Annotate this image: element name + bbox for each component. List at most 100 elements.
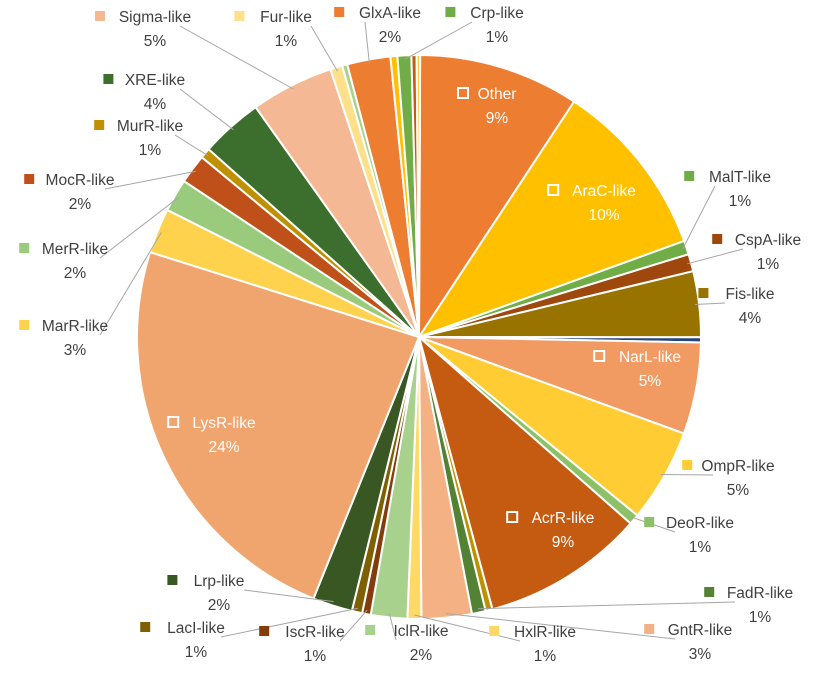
legend-key-narl-like bbox=[593, 350, 606, 362]
leader-line-iscr-like bbox=[339, 609, 368, 642]
label-lrp-like: Lrp-like 2% bbox=[167, 573, 244, 614]
label-name-deor-like: DeoR-like bbox=[666, 515, 734, 532]
legend-key-cspa-like bbox=[712, 234, 723, 244]
label-pct-other: 9% bbox=[486, 110, 509, 127]
label-merr-like: MerR-like 2% bbox=[19, 241, 108, 282]
label-pct-iclr-like: 2% bbox=[410, 647, 433, 664]
label-pct-lysr-like: 24% bbox=[208, 439, 239, 456]
legend-key-marr-like bbox=[19, 320, 30, 330]
label-pct-fadr-like: 1% bbox=[749, 609, 772, 626]
label-lysr-like: LysR-like 24% bbox=[167, 415, 256, 456]
label-name-other: Other bbox=[478, 86, 517, 103]
label-fadr-like: FadR-like 1% bbox=[704, 585, 793, 626]
label-name-gntr-like: GntR-like bbox=[668, 622, 733, 639]
label-acrr-like: AcrR-like 9% bbox=[506, 510, 595, 551]
leader-line-merr-like bbox=[99, 196, 180, 259]
legend-key-fur-like bbox=[234, 11, 245, 21]
label-sigma-like: Sigma-like 5% bbox=[95, 9, 191, 50]
legend-key-glxa-like bbox=[334, 7, 345, 17]
legend-key-fadr-like bbox=[704, 587, 715, 597]
label-hxlr-like: HxlR-like 1% bbox=[489, 624, 576, 665]
label-name-ompr-like: OmpR-like bbox=[701, 458, 774, 475]
label-laci-like: LacI-like 1% bbox=[140, 620, 225, 661]
leader-line-murr-like bbox=[174, 134, 209, 157]
label-name-iclr-like: IclR-like bbox=[393, 623, 448, 640]
legend-key-hxlr-like bbox=[489, 626, 500, 636]
label-name-merr-like: MerR-like bbox=[42, 241, 108, 258]
label-name-mocr-like: MocR-like bbox=[46, 172, 115, 189]
legend-key-other bbox=[457, 87, 469, 99]
legend-key-laci-like bbox=[140, 622, 151, 632]
leader-line-marr-like bbox=[99, 231, 162, 336]
leader-line-fur-like bbox=[310, 25, 338, 72]
label-name-laci-like: LacI-like bbox=[167, 620, 225, 637]
leader-line-glxa-like bbox=[364, 21, 370, 64]
label-pct-acrr-like: 9% bbox=[552, 534, 575, 551]
label-pct-lrp-like: 2% bbox=[208, 597, 231, 614]
label-cspa-like: CspA-like 1% bbox=[712, 232, 801, 273]
leader-line-crp-like bbox=[404, 21, 473, 60]
legend-key-deor-like bbox=[644, 517, 655, 527]
leader-line-iclr-like bbox=[388, 613, 397, 641]
label-narl-like: NarL-like 5% bbox=[593, 349, 681, 390]
legend-key-lysr-like bbox=[167, 416, 180, 428]
label-name-fis-like: Fis-like bbox=[725, 286, 774, 303]
pie-slices bbox=[136, 53, 703, 620]
legend-key-gntr-like bbox=[644, 624, 655, 634]
label-pct-xre-like: 4% bbox=[144, 96, 167, 113]
leader-line-hxlr-like bbox=[414, 614, 521, 642]
legend-key-mocr-like bbox=[24, 174, 35, 184]
label-xre-like: XRE-like 4% bbox=[103, 72, 185, 113]
label-name-lysr-like: LysR-like bbox=[192, 415, 255, 432]
label-glxa-like: GlxA-like 2% bbox=[334, 5, 421, 46]
label-deor-like: DeoR-like 1% bbox=[644, 515, 734, 556]
label-pct-crp-like: 1% bbox=[486, 29, 509, 46]
label-pct-malt-like: 1% bbox=[729, 193, 752, 210]
slice-unlabeled-31 bbox=[415, 53, 422, 338]
label-name-murr-like: MurR-like bbox=[117, 118, 183, 135]
legend-key-sigma-like bbox=[95, 11, 105, 21]
legend-key-ompr-like bbox=[682, 460, 693, 470]
label-name-acrr-like: AcrR-like bbox=[532, 510, 595, 527]
label-name-hxlr-like: HxlR-like bbox=[514, 624, 576, 641]
label-crp-like: Crp-like 1% bbox=[445, 5, 524, 46]
leader-line-xre-like bbox=[179, 88, 234, 131]
label-name-malt-like: MalT-like bbox=[709, 169, 771, 186]
legend-key-iclr-like bbox=[365, 625, 376, 635]
label-pct-gntr-like: 3% bbox=[689, 646, 712, 663]
label-arac-like: AraC-like 10% bbox=[547, 183, 636, 224]
leader-line-gntr-like bbox=[446, 613, 676, 640]
legend-key-arac-like bbox=[547, 184, 560, 196]
label-pct-marr-like: 3% bbox=[64, 342, 87, 359]
label-gntr-like: GntR-like 3% bbox=[644, 622, 732, 663]
label-name-narl-like: NarL-like bbox=[619, 349, 681, 366]
label-marr-like: MarR-like 3% bbox=[19, 318, 108, 359]
label-pct-fur-like: 1% bbox=[275, 33, 298, 50]
leader-line-fis-like bbox=[695, 302, 726, 305]
label-iscr-like: IscR-like 1% bbox=[259, 624, 345, 665]
legend-key-murr-like bbox=[94, 120, 105, 130]
leader-line-laci-like bbox=[220, 607, 359, 638]
label-name-fadr-like: FadR-like bbox=[727, 585, 793, 602]
label-ompr-like: OmpR-like 5% bbox=[682, 458, 775, 499]
label-name-marr-like: MarR-like bbox=[42, 318, 108, 335]
legend-key-fis-like bbox=[698, 288, 709, 298]
legend-key-merr-like bbox=[19, 243, 30, 253]
label-fis-like: Fis-like 4% bbox=[698, 286, 775, 327]
label-name-arac-like: AraC-like bbox=[572, 183, 636, 200]
label-pct-narl-like: 5% bbox=[639, 373, 662, 390]
leader-line-lrp-like bbox=[243, 589, 334, 603]
legend-key-acrr-like bbox=[506, 511, 519, 523]
label-other: Other 9% bbox=[457, 86, 517, 127]
leader-line-fadr-like bbox=[477, 601, 736, 610]
leader-lines bbox=[99, 21, 744, 642]
label-name-xre-like: XRE-like bbox=[125, 72, 185, 89]
slice-lysr-like bbox=[136, 250, 421, 600]
label-pct-murr-like: 1% bbox=[139, 142, 162, 159]
legend-key-malt-like bbox=[684, 171, 695, 181]
label-murr-like: MurR-like 1% bbox=[94, 118, 183, 159]
legend-key-xre-like bbox=[103, 74, 114, 84]
label-name-glxa-like: GlxA-like bbox=[359, 5, 421, 22]
legend-key-iscr-like bbox=[259, 626, 270, 636]
label-name-iscr-like: IscR-like bbox=[285, 624, 344, 641]
